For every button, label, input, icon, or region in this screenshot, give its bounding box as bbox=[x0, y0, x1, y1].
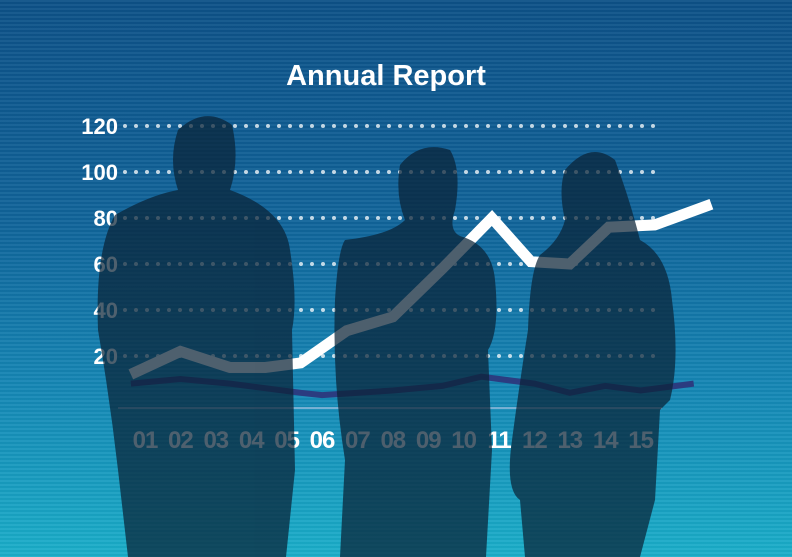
y-tick-label: 100 bbox=[81, 160, 118, 185]
y-tick-label: 120 bbox=[81, 114, 118, 139]
woman-silhouette-right bbox=[509, 152, 676, 557]
chart-title: Annual Report bbox=[286, 60, 486, 92]
people-silhouettes bbox=[97, 116, 676, 557]
woman-silhouette-center bbox=[334, 147, 497, 557]
x-tick-label: 06 bbox=[310, 427, 335, 454]
man-silhouette bbox=[97, 116, 295, 557]
